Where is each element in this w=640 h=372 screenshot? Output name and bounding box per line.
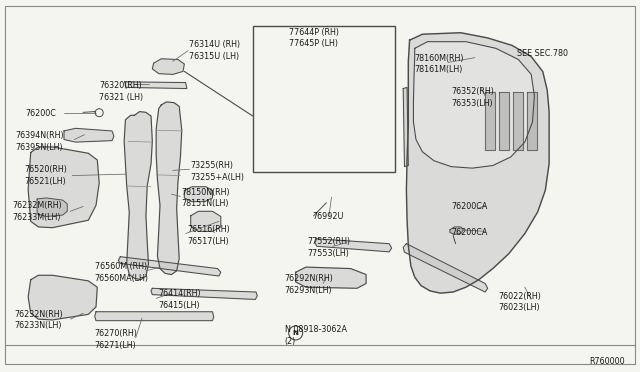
Text: 76232N(RH)
76233N(LH): 76232N(RH) 76233N(LH): [14, 310, 63, 330]
Polygon shape: [257, 28, 385, 141]
Text: 76232M(RH)
76233M(LH): 76232M(RH) 76233M(LH): [13, 201, 63, 222]
Polygon shape: [513, 92, 523, 150]
Polygon shape: [266, 44, 370, 94]
FancyBboxPatch shape: [253, 26, 395, 172]
Polygon shape: [527, 92, 537, 150]
Text: 76516(RH)
76517(LH): 76516(RH) 76517(LH): [187, 225, 230, 246]
Polygon shape: [296, 267, 366, 288]
Polygon shape: [266, 125, 289, 135]
Polygon shape: [28, 147, 99, 228]
Text: 76414(RH)
76415(LH): 76414(RH) 76415(LH): [159, 289, 202, 310]
Text: 76022(RH)
76023(LH): 76022(RH) 76023(LH): [498, 292, 541, 312]
Polygon shape: [151, 288, 257, 299]
Text: 76394N(RH)
76395N(LH): 76394N(RH) 76395N(LH): [15, 131, 64, 152]
Text: R760000: R760000: [589, 357, 625, 366]
Text: 76270(RH)
76271(LH): 76270(RH) 76271(LH): [95, 329, 138, 350]
Text: 76200CA: 76200CA: [452, 202, 488, 211]
Polygon shape: [413, 42, 534, 168]
Polygon shape: [406, 33, 549, 293]
Polygon shape: [499, 92, 509, 150]
Text: 77552(RH)
77553(LH): 77552(RH) 77553(LH): [307, 237, 350, 258]
Text: 78160M(RH)
78161M(LH): 78160M(RH) 78161M(LH): [415, 54, 464, 74]
Text: 76560M (RH)
76560MA(LH): 76560M (RH) 76560MA(LH): [95, 262, 148, 283]
Polygon shape: [152, 59, 184, 74]
Text: N 08918-3062A
(2): N 08918-3062A (2): [285, 325, 347, 346]
Polygon shape: [124, 112, 152, 280]
Text: 76292N(RH)
76293N(LH): 76292N(RH) 76293N(LH): [285, 274, 333, 295]
Text: 76200C: 76200C: [26, 109, 56, 118]
Text: 76992U: 76992U: [312, 212, 344, 221]
Polygon shape: [191, 211, 221, 231]
Polygon shape: [450, 227, 463, 234]
Polygon shape: [315, 239, 392, 252]
Polygon shape: [184, 187, 212, 202]
Text: N: N: [292, 330, 299, 336]
Polygon shape: [64, 128, 114, 142]
Polygon shape: [403, 87, 408, 167]
Polygon shape: [156, 102, 182, 275]
Text: 76520(RH)
76521(LH): 76520(RH) 76521(LH): [24, 165, 67, 186]
Text: 76314U (RH)
76315U (LH): 76314U (RH) 76315U (LH): [189, 40, 240, 61]
Text: 76352(RH)
76353(LH): 76352(RH) 76353(LH): [452, 87, 495, 108]
FancyBboxPatch shape: [5, 6, 635, 364]
Text: 76200CA: 76200CA: [452, 228, 488, 237]
Polygon shape: [37, 198, 67, 217]
Polygon shape: [485, 92, 495, 150]
Text: 77644P (RH)
77645P (LH): 77644P (RH) 77645P (LH): [289, 28, 339, 48]
Polygon shape: [125, 82, 187, 89]
Text: 73255(RH)
73255+A(LH): 73255(RH) 73255+A(LH): [191, 161, 244, 182]
Polygon shape: [118, 257, 221, 276]
Text: 76320(RH)
76321 (LH): 76320(RH) 76321 (LH): [99, 81, 143, 102]
Text: 78150N(RH)
78151N(LH): 78150N(RH) 78151N(LH): [182, 187, 230, 208]
Polygon shape: [403, 244, 488, 292]
Polygon shape: [28, 275, 97, 320]
Polygon shape: [95, 312, 214, 321]
Text: SEE SEC.780: SEE SEC.780: [517, 49, 568, 58]
